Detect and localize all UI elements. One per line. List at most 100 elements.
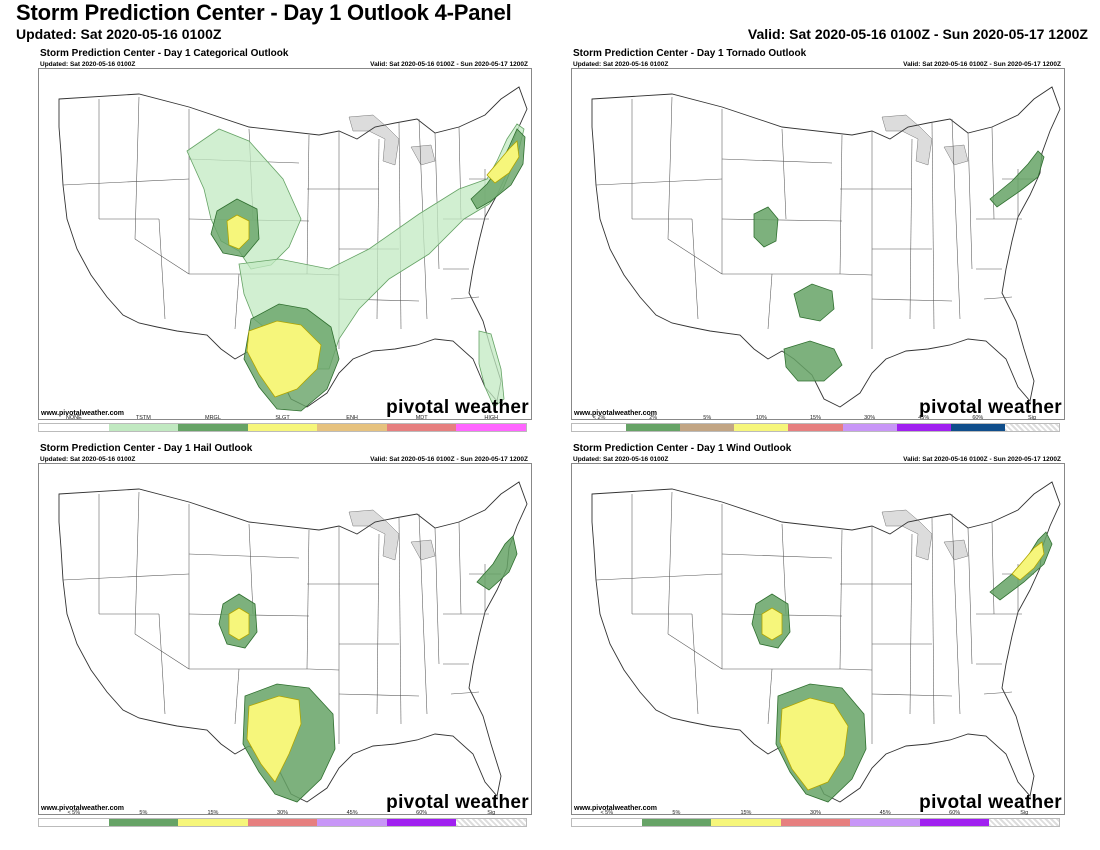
- legend-5: 5%: [680, 415, 735, 431]
- hail-15pct-texas: [246, 695, 302, 783]
- base-map: [58, 481, 528, 803]
- legend-30: 30%: [247, 810, 318, 826]
- legend-30: 30%: [780, 810, 851, 826]
- state-boundary: [781, 523, 787, 615]
- state-boundary: [991, 521, 995, 615]
- legend: NONE TSTM MRGL SLGT ENH MDT HIGH: [38, 415, 527, 432]
- state-boundary: [721, 218, 843, 222]
- state-boundary: [338, 693, 420, 697]
- legend-60: 60%: [950, 415, 1005, 431]
- legend-45: 45%: [850, 810, 920, 826]
- great-lakes: [348, 509, 436, 561]
- state-boundary: [418, 513, 428, 715]
- page-valid: Valid: Sat 2020-05-16 0100Z - Sun 2020-0…: [747, 26, 1088, 42]
- legend: < 2% 2% 5% 10% 15% 30% 45% 60% Sig: [571, 415, 1060, 432]
- panel-tornado: Storm Prediction Center - Day 1 Tornado …: [571, 48, 1065, 434]
- state-boundary: [767, 273, 773, 330]
- country-outline: [591, 481, 1061, 803]
- state-boundary: [667, 238, 723, 275]
- state-boundary: [158, 613, 166, 715]
- wind-15pct-texas: [779, 697, 849, 791]
- state-boundary: [188, 553, 300, 559]
- state-boundary: [871, 298, 953, 302]
- map-wind: www.pivotalweather.com pivotal weather: [571, 463, 1065, 815]
- state-boundary: [376, 138, 380, 320]
- legend-mrgl: MRGL: [178, 415, 248, 431]
- slgt-northeast: [486, 140, 520, 184]
- legend: < 5% 5% 15% 30% 45% 60% Sig: [571, 810, 1060, 827]
- tstm-florida: [478, 330, 505, 408]
- legend-15: 15%: [711, 810, 781, 826]
- state-boundary: [839, 134, 843, 275]
- legend-lt5: < 5%: [39, 810, 109, 826]
- panel-title: Storm Prediction Center - Day 1 Hail Out…: [40, 443, 253, 454]
- outlook-areas: [186, 123, 526, 412]
- state-boundary: [967, 132, 973, 270]
- hail-15pct-plains: [228, 607, 250, 641]
- panel-valid: Valid: Sat 2020-05-16 0100Z - Sun 2020-0…: [903, 61, 1061, 68]
- outlook-areas: [751, 531, 1053, 803]
- state-boundary: [909, 138, 913, 320]
- legend-5: 5%: [641, 810, 712, 826]
- state-boundary: [983, 296, 1013, 300]
- state-boundary: [931, 122, 935, 330]
- base-map: [591, 481, 1061, 803]
- page-title: Storm Prediction Center - Day 1 Outlook …: [16, 0, 512, 25]
- state-boundary: [667, 633, 723, 670]
- state-boundary: [434, 527, 440, 665]
- state-boundary: [595, 178, 723, 186]
- slgt-plains: [226, 214, 250, 250]
- state-boundary: [595, 573, 723, 581]
- legend-lt2: < 2%: [572, 415, 627, 431]
- map-categorical: www.pivotalweather.com pivotal weather: [38, 68, 532, 420]
- hail-5pct-northeast: [476, 535, 518, 591]
- base-map: [591, 86, 1061, 408]
- state-boundary: [951, 513, 961, 715]
- legend-15: 15%: [788, 415, 843, 431]
- state-boundary: [909, 533, 913, 715]
- state-boundary: [767, 668, 773, 725]
- brand-logo: pivotal weather: [386, 397, 529, 418]
- brand-logo: pivotal weather: [919, 792, 1062, 813]
- state-boundary: [450, 296, 480, 300]
- legend-sig: Sig: [1004, 415, 1059, 431]
- credit: www.pivotalweather.com: [41, 805, 124, 812]
- state-boundary: [841, 273, 873, 276]
- legend-sig: Sig: [456, 810, 527, 826]
- great-lakes: [881, 114, 969, 166]
- panel-valid: Valid: Sat 2020-05-16 0100Z - Sun 2020-0…: [370, 61, 528, 68]
- country-outline: [58, 481, 528, 803]
- legend-tstm: TSTM: [108, 415, 179, 431]
- state-boundary: [721, 553, 833, 559]
- tor-2pct-texas-south: [783, 340, 843, 382]
- panel-categorical: Storm Prediction Center - Day 1 Categori…: [38, 48, 532, 434]
- page-updated: Updated: Sat 2020-05-16 0100Z: [16, 26, 222, 42]
- map-tornado: www.pivotalweather.com pivotal weather: [571, 68, 1065, 420]
- state-boundary: [871, 693, 953, 697]
- state-boundary: [398, 517, 402, 725]
- state-boundary: [308, 668, 340, 671]
- tor-2pct-texas-north: [793, 283, 835, 322]
- slgt-texas: [246, 320, 322, 398]
- state-boundary: [983, 691, 1013, 695]
- state-boundary: [781, 128, 787, 220]
- legend-45: 45%: [896, 415, 951, 431]
- outlook-areas: [218, 535, 518, 803]
- map-hail: www.pivotalweather.com pivotal weather: [38, 463, 532, 815]
- panel-updated: Updated: Sat 2020-05-16 0100Z: [40, 61, 136, 68]
- state-boundary: [951, 118, 961, 320]
- state-boundary: [62, 178, 190, 186]
- legend-45: 45%: [317, 810, 387, 826]
- legend-30: 30%: [842, 415, 897, 431]
- wind-15pct-northeast: [1011, 541, 1045, 581]
- legend-enh: ENH: [317, 415, 387, 431]
- legend-15: 15%: [178, 810, 248, 826]
- panel-hail: Storm Prediction Center - Day 1 Hail Out…: [38, 443, 532, 829]
- panel-title: Storm Prediction Center - Day 1 Tornado …: [573, 48, 807, 59]
- state-boundary: [458, 521, 462, 615]
- great-lakes: [881, 509, 969, 561]
- brand-logo: pivotal weather: [919, 397, 1062, 418]
- state-boundary: [839, 529, 843, 670]
- state-boundary: [691, 613, 699, 715]
- panel-updated: Updated: Sat 2020-05-16 0100Z: [573, 61, 669, 68]
